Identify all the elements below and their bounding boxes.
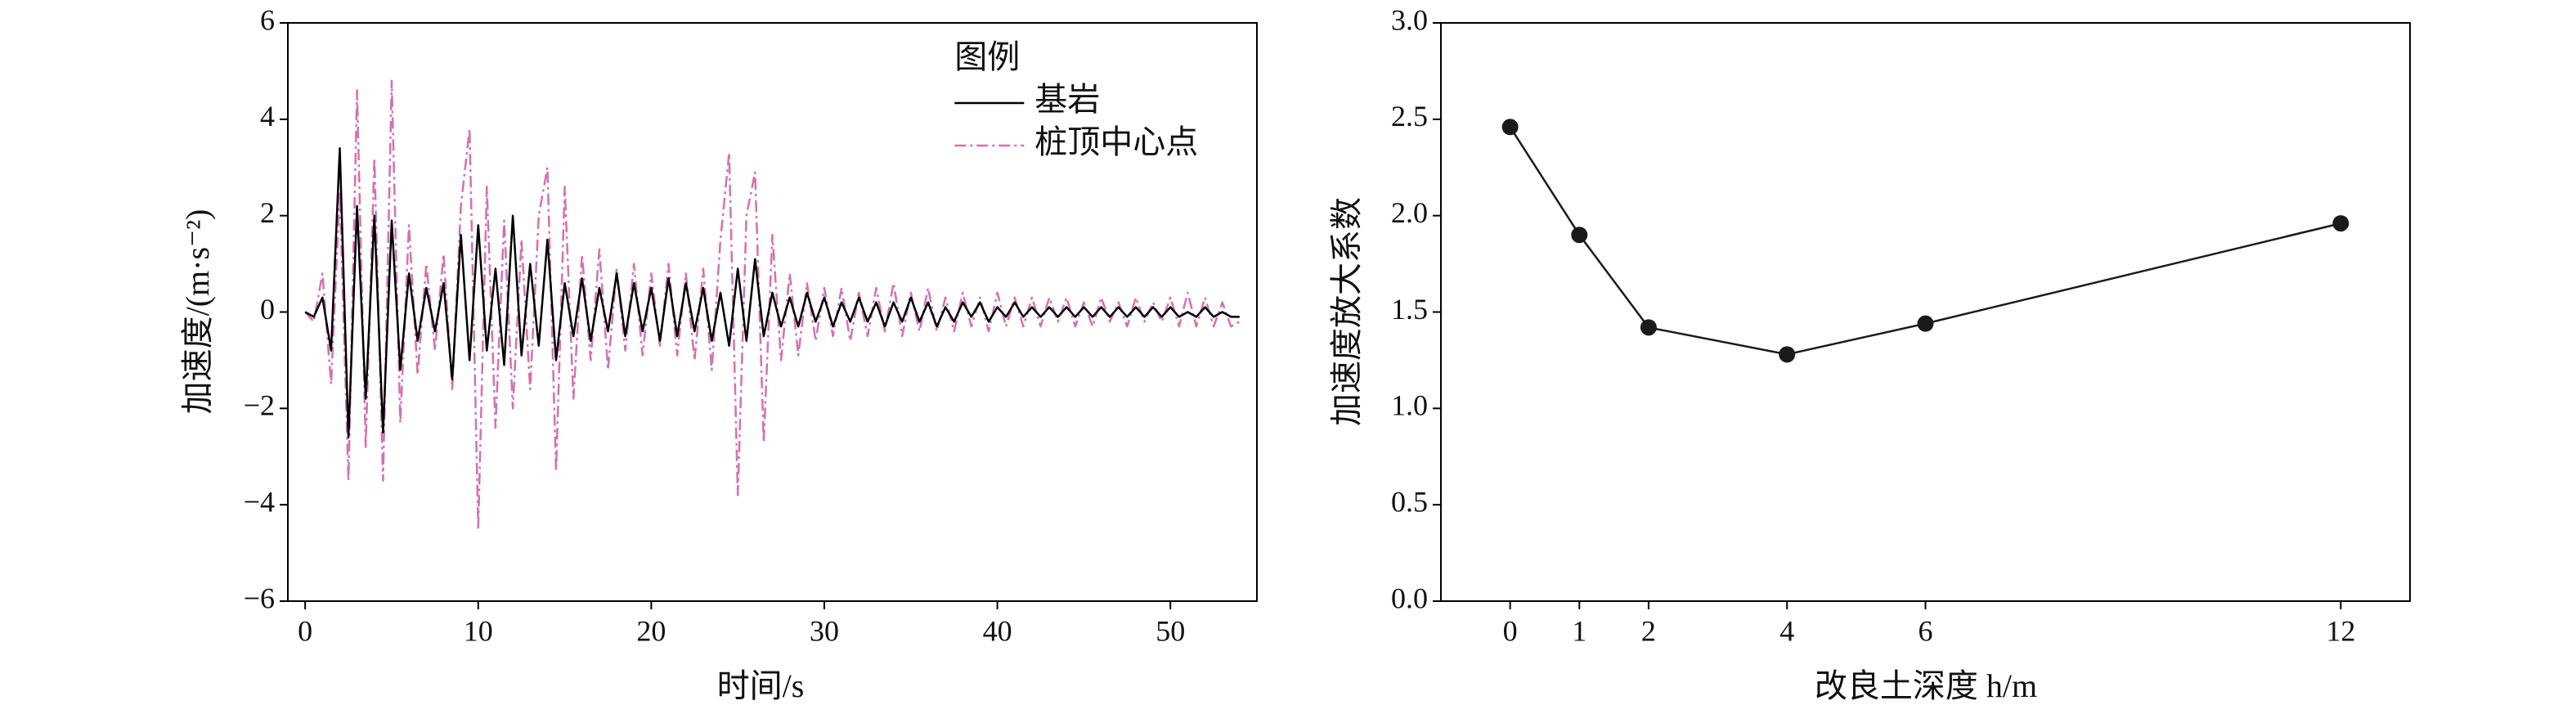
y-tick-label: 1.0: [1391, 389, 1428, 422]
y-tick-label: 4: [260, 100, 275, 132]
data-point: [1917, 315, 1934, 332]
x-tick-label: 10: [464, 614, 493, 647]
x-tick-label: 12: [2326, 614, 2355, 647]
x-tick-label: 30: [810, 614, 839, 647]
data-point: [2332, 215, 2349, 232]
data-line: [304, 79, 1241, 530]
y-tick-label: 0.5: [1391, 485, 1428, 518]
y-tick-label: 2.5: [1391, 100, 1428, 132]
data-point: [1640, 319, 1657, 336]
legend-label: 桩顶中心点: [1034, 123, 1198, 160]
x-tick-label: 0: [298, 614, 312, 647]
y-tick-label: 0.0: [1391, 582, 1428, 614]
x-tick-label: 0: [1503, 614, 1518, 647]
data-point: [1571, 227, 1588, 244]
x-tick-label: 2: [1641, 614, 1656, 647]
y-axis-label: 加速度放大系数: [1328, 197, 1365, 426]
y-tick-label: 0: [260, 293, 275, 326]
y-tick-label: 1.5: [1391, 293, 1428, 326]
y-tick-label: 2.0: [1391, 196, 1428, 229]
x-tick-label: 4: [1779, 614, 1794, 647]
axes-frame: [1440, 22, 2411, 602]
x-tick-label: 20: [636, 614, 666, 647]
y-tick-label: −4: [244, 485, 275, 518]
y-tick-label: 2: [260, 196, 275, 229]
legend-label: 基岩: [1034, 81, 1100, 118]
x-tick-label: 1: [1572, 614, 1586, 647]
x-tick-label: 50: [1156, 614, 1185, 647]
y-tick-label: −2: [244, 389, 275, 422]
data-line: [1509, 126, 2341, 356]
data-point: [1779, 346, 1796, 363]
y-tick-label: 6: [260, 3, 275, 36]
y-axis-label: 加速度/(m·s⁻²): [179, 209, 216, 415]
axes-frame: [287, 22, 1258, 602]
x-axis-label: 时间/s: [717, 667, 805, 704]
data-point: [1501, 119, 1519, 136]
y-tick-label: 3.0: [1391, 3, 1428, 36]
x-tick-label: 40: [983, 614, 1012, 647]
x-tick-label: 6: [1919, 614, 1933, 647]
x-axis-label: 改良土深度 h/m: [1815, 667, 2037, 704]
legend-title: 图例: [954, 38, 1020, 75]
data-line: [304, 146, 1240, 438]
y-tick-label: −6: [244, 582, 275, 614]
